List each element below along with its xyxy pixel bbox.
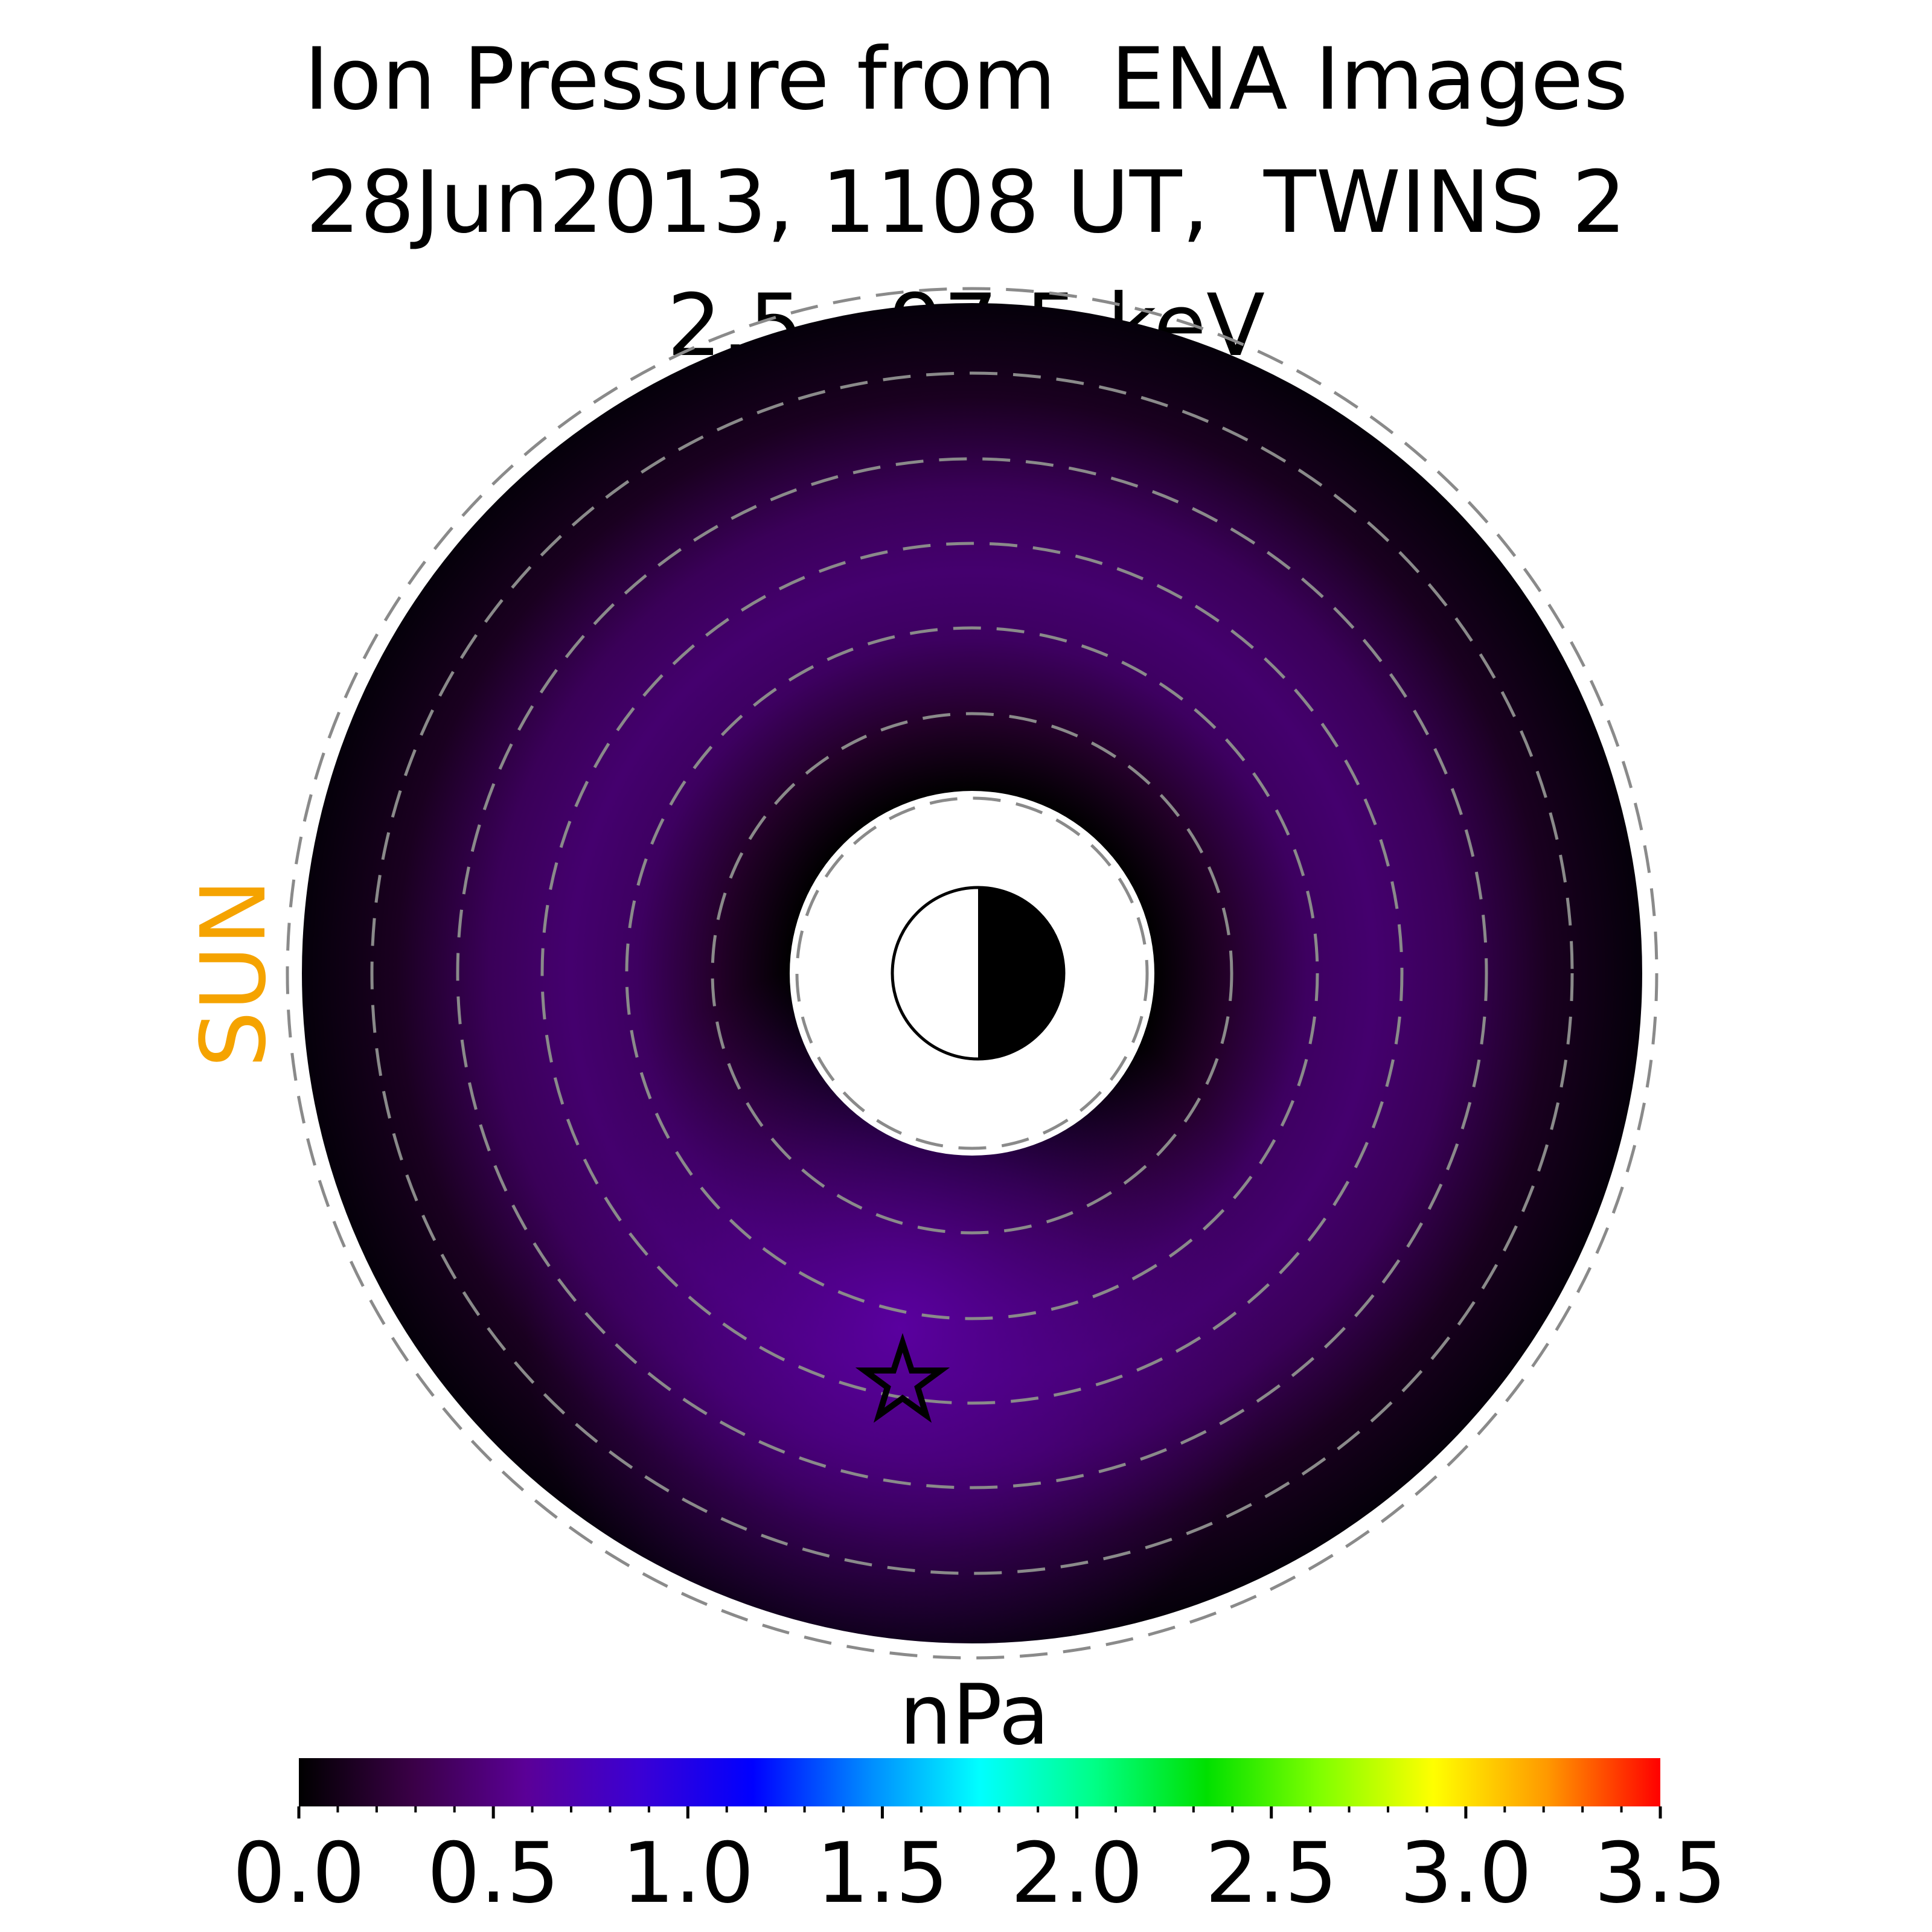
- earth-icon: [891, 886, 1066, 1061]
- title-line-2: 28Jun2013, 1108 UT, TWINS 2: [305, 153, 1627, 252]
- grid-circle: [795, 796, 1149, 1150]
- title-line-1: Ion Pressure from ENA Images: [304, 30, 1628, 129]
- colorbar-tick-label: 3.5: [1594, 1825, 1726, 1922]
- colorbar-ticks: 0.0 0.5 1.0 1.5 2.0 2.5 3.0 3.5: [232, 1806, 1727, 1922]
- colorbar-tick-label: 0.5: [427, 1825, 559, 1922]
- colorbar-tick-label: 0.0: [232, 1825, 365, 1922]
- colorbar-tick-label: 1.5: [816, 1825, 948, 1922]
- grid-circle: [456, 457, 1488, 1489]
- grid-circle: [370, 371, 1574, 1575]
- earth-night-side: [978, 888, 1064, 1059]
- colorbar: [299, 1758, 1660, 1806]
- star-icon: [855, 1332, 950, 1423]
- grid-circle: [540, 542, 1404, 1405]
- grid-circle: [711, 712, 1233, 1235]
- colorbar-tick-label: 1.0: [622, 1825, 754, 1922]
- colorbar-tick-label: 2.5: [1205, 1825, 1337, 1922]
- colorbar-label: nPa: [899, 1666, 1049, 1764]
- grid-circle: [625, 626, 1319, 1320]
- colorbar-tick-label: 3.0: [1399, 1825, 1532, 1922]
- grid-circle: [286, 287, 1659, 1660]
- colorbar-tick-label: 2.0: [1011, 1825, 1143, 1922]
- grid-circles: [286, 287, 1659, 1660]
- sun-label: SUN: [182, 879, 286, 1068]
